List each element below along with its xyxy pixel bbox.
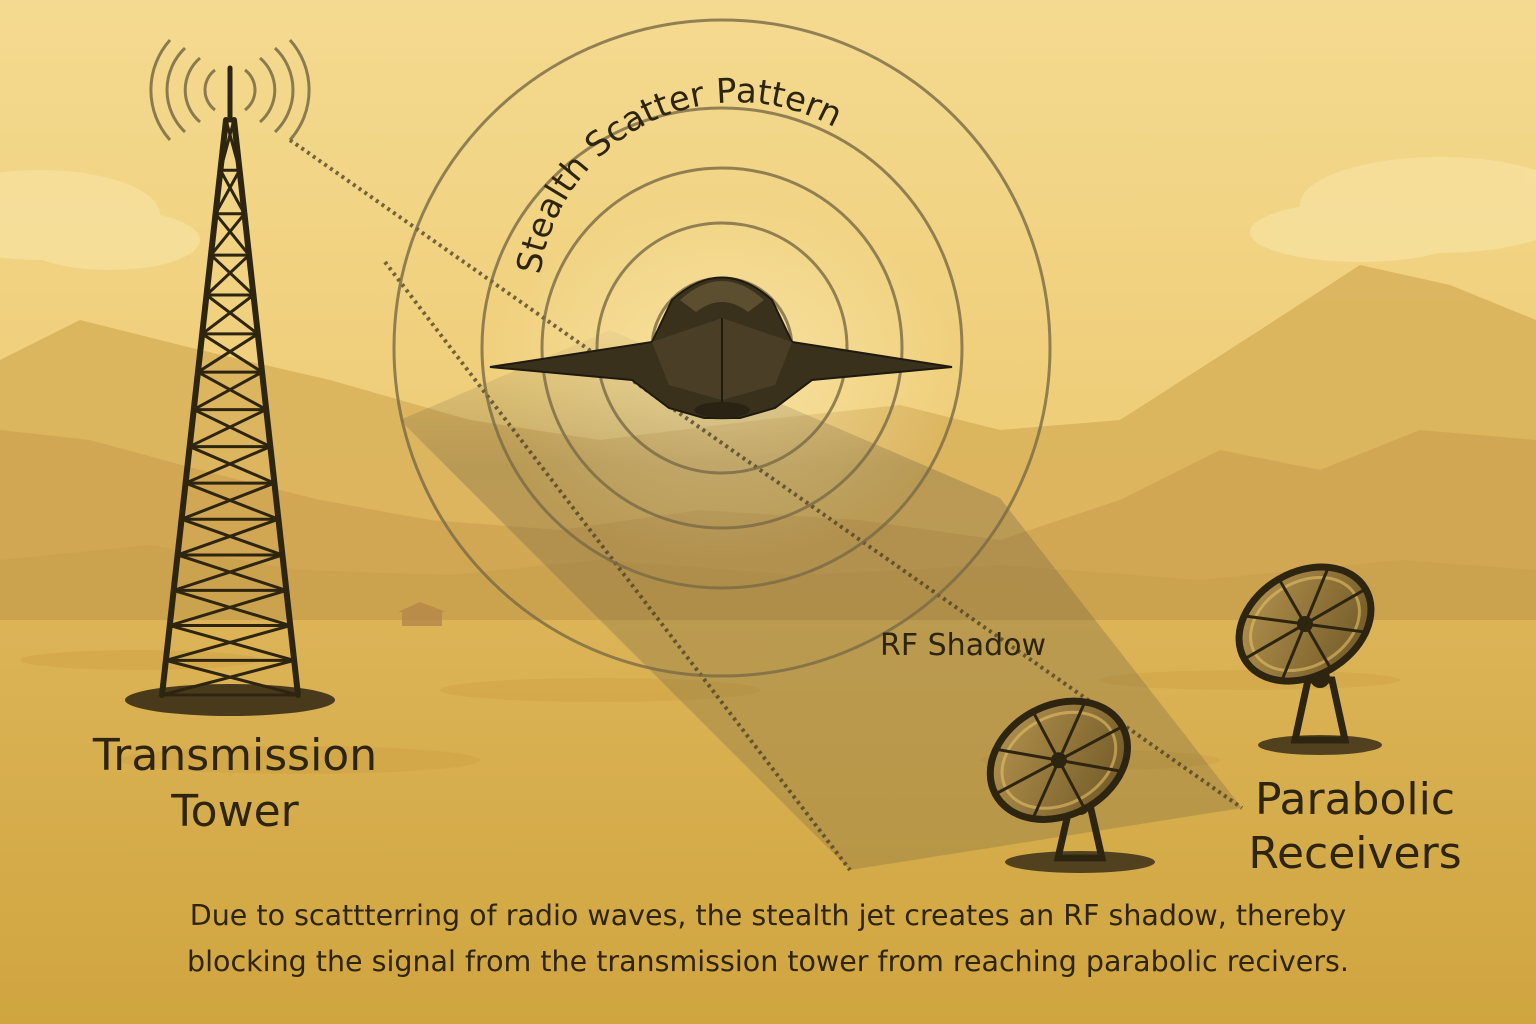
tower-strut [172, 553, 284, 592]
stealth-jet-icon [489, 276, 953, 419]
tower-strut [164, 624, 292, 662]
caption-line2: blocking the signal from the transmissio… [187, 945, 1349, 978]
tower-strut [209, 253, 255, 297]
tower-strut [205, 253, 251, 297]
radio-wave-icon [149, 39, 311, 141]
receivers-label-line2: Receivers [1248, 828, 1462, 879]
tower-label-line2: Tower [171, 786, 299, 837]
caption-line1: Due to scattterring of radio waves, the … [189, 899, 1347, 932]
tower-strut [224, 118, 242, 172]
tower-strut [200, 332, 264, 374]
tower-strut [188, 445, 276, 485]
tower-strut [192, 408, 272, 449]
transmission-tower-label: Transmission Tower [55, 728, 415, 840]
rf-shadow-label: RF Shadow [880, 628, 1047, 663]
tower-strut [214, 168, 242, 216]
clouds [0, 157, 1536, 270]
tower-strut [205, 293, 260, 336]
tower-strut [214, 212, 251, 257]
farmhouse-icon [398, 602, 446, 626]
parabolic-dish-icon [986, 697, 1155, 873]
tower-strut [218, 168, 246, 216]
tower-strut [209, 212, 246, 257]
tower-strut [200, 293, 255, 336]
tower-strut [176, 517, 280, 557]
tower-strut [196, 370, 268, 412]
parabolic-receivers-label: Parabolic Receivers [1205, 773, 1505, 881]
tower-strut [188, 408, 268, 449]
tower-strut [192, 370, 264, 412]
tower-strut [218, 118, 236, 172]
tower-strut [184, 445, 272, 485]
tower-strut [180, 481, 276, 521]
parabolic-dish-icon [1235, 563, 1382, 755]
tower-strut [168, 588, 288, 628]
tower-strut [160, 658, 296, 697]
caption: Due to scattterring of radio waves, the … [0, 893, 1536, 985]
receivers-label-line1: Parabolic [1254, 774, 1456, 825]
signal-line-upper [288, 138, 1244, 810]
tower-strut [196, 332, 260, 374]
signal-line-lower [383, 260, 852, 872]
tower-label-line1: Transmission [92, 730, 378, 781]
transmission-tower-icon [125, 65, 335, 716]
